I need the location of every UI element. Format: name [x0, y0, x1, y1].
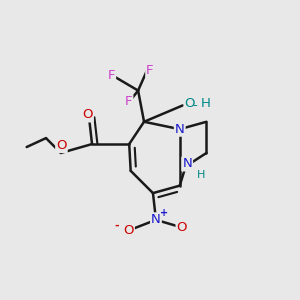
Text: N: N: [175, 123, 184, 136]
Text: F: F: [125, 95, 132, 108]
Text: H: H: [197, 170, 205, 180]
Text: F: F: [108, 69, 115, 82]
Text: N: N: [151, 213, 161, 226]
Text: H: H: [200, 98, 210, 110]
Text: -: -: [193, 100, 198, 112]
Text: N: N: [182, 158, 192, 170]
Text: O: O: [123, 224, 134, 237]
Text: F: F: [146, 64, 154, 77]
Text: O: O: [82, 108, 93, 122]
Text: O: O: [184, 98, 195, 110]
Text: -: -: [114, 221, 119, 231]
Text: O: O: [177, 221, 187, 234]
Text: O: O: [56, 139, 67, 152]
Text: +: +: [160, 208, 168, 218]
